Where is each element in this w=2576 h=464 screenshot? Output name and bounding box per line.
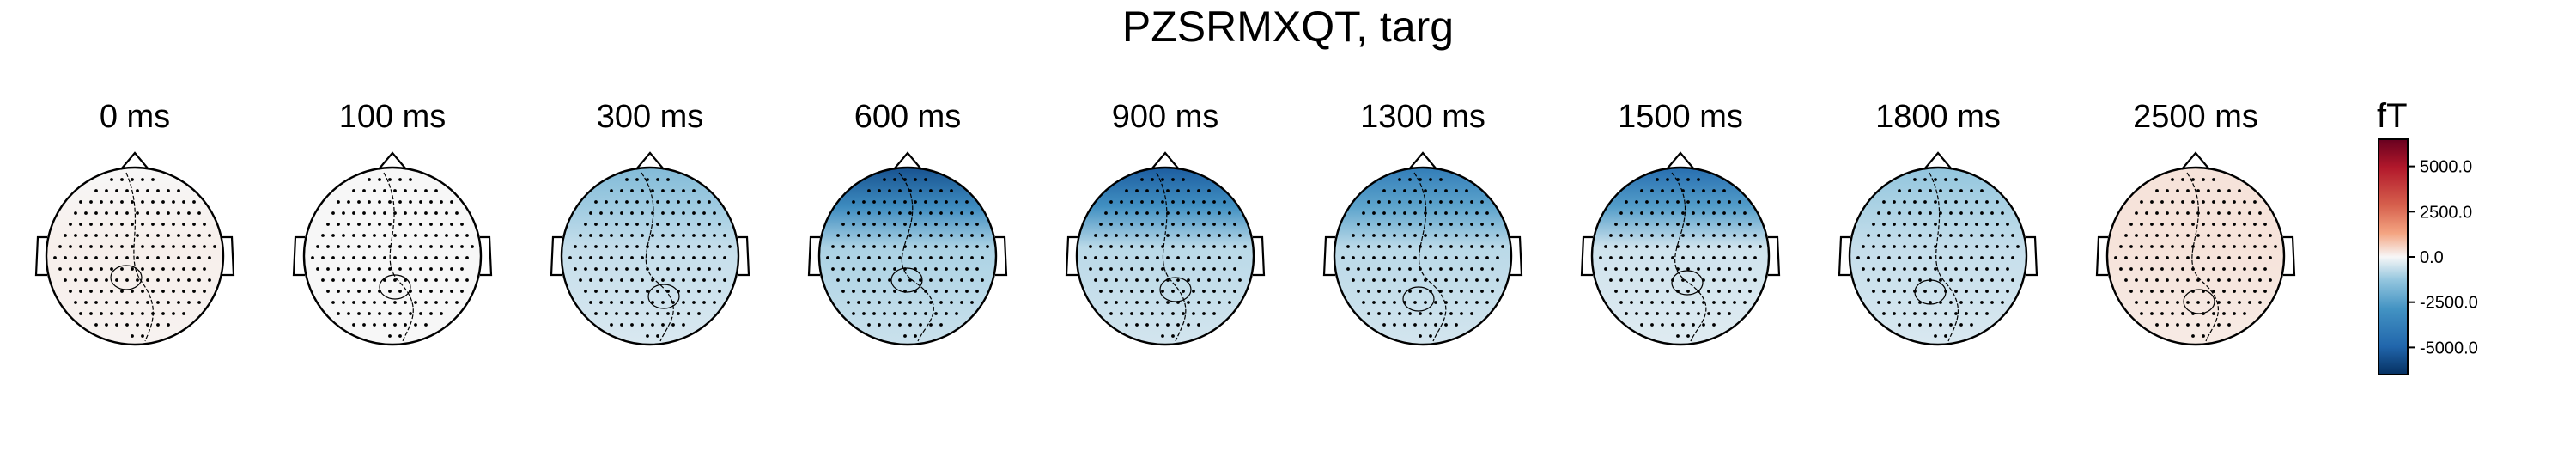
- nose-outline: [2181, 151, 2210, 170]
- nose-outline: [378, 151, 407, 170]
- colorbar: fT 5000.0 2500.0 0.0 -2500.0 -5000.0: [2377, 97, 2478, 375]
- contour-line: [641, 172, 674, 342]
- right-ear-outline: [738, 235, 750, 277]
- colorbar-tick-label: 0.0: [2420, 248, 2444, 267]
- contour-loop: [1159, 277, 1192, 302]
- topomap-time-label: 100 ms: [339, 99, 447, 135]
- colorbar-tick-label: -2500.0: [2420, 294, 2478, 313]
- topomap-time-label: 600 ms: [854, 99, 962, 135]
- topomap-time-label: 1300 ms: [1360, 99, 1485, 135]
- topomap-panel: 1500 ms: [1580, 99, 1781, 346]
- left-ear-outline: [34, 235, 47, 277]
- right-ear-outline: [1510, 235, 1523, 277]
- contour-loop: [890, 267, 923, 293]
- contour-line: [1929, 172, 1959, 342]
- right-ear-outline: [480, 235, 493, 277]
- right-ear-outline: [995, 235, 1008, 277]
- topomap-time-label: 300 ms: [597, 99, 704, 135]
- head-outline: [45, 166, 225, 346]
- colorbar-tick-label: 2500.0: [2420, 203, 2472, 222]
- sensor-dots: [53, 178, 216, 338]
- right-ear-outline: [1768, 235, 1781, 277]
- contour-loop: [110, 265, 143, 290]
- nose-outline: [1151, 151, 1180, 170]
- right-ear-outline: [2283, 235, 2296, 277]
- head-outline: [1848, 166, 2028, 346]
- head-outline: [1075, 166, 1255, 346]
- contour-loop: [1914, 279, 1947, 305]
- head-outline: [1333, 166, 1513, 346]
- contour-loop: [2183, 289, 2215, 314]
- head-outline: [560, 166, 740, 346]
- contour-loop: [1671, 270, 1704, 296]
- topomap-panel: 900 ms: [1065, 99, 1266, 346]
- left-ear-outline: [1322, 235, 1335, 277]
- topomap-panel: 600 ms: [807, 99, 1008, 346]
- contour-line: [1413, 172, 1447, 342]
- topomap-field: [46, 168, 223, 345]
- topomap-panel: 2500 ms: [2095, 99, 2296, 346]
- right-ear-outline: [2026, 235, 2038, 277]
- nose-outline: [893, 151, 922, 170]
- left-ear-outline: [1838, 235, 1850, 277]
- sensor-dots: [1084, 178, 1247, 338]
- sensor-dots: [1599, 178, 1762, 338]
- topomap-time-label: 1800 ms: [1875, 99, 2001, 135]
- nose-outline: [1408, 151, 1437, 170]
- left-ear-outline: [1065, 235, 1078, 277]
- right-ear-outline: [222, 235, 235, 277]
- head-outline: [817, 166, 998, 346]
- left-ear-outline: [550, 235, 562, 277]
- contour-line: [125, 172, 154, 342]
- topomap-field: [819, 168, 996, 345]
- left-ear-outline: [292, 235, 305, 277]
- colorbar-gradient: [2378, 138, 2409, 375]
- sensor-dots: [826, 178, 989, 338]
- topomap-time-label: 1500 ms: [1618, 99, 1743, 135]
- nose-outline: [1666, 151, 1695, 170]
- right-ear-outline: [1253, 235, 1266, 277]
- nose-outline: [120, 151, 149, 170]
- topomap-panel: 100 ms: [292, 99, 493, 346]
- left-ear-outline: [1580, 235, 1593, 277]
- topomap-field: [1592, 168, 1769, 345]
- nose-outline: [1923, 151, 1953, 170]
- sensor-dots: [1856, 178, 2020, 338]
- nose-outline: [635, 151, 665, 170]
- contour-line: [2186, 172, 2219, 342]
- head-outline: [302, 166, 483, 346]
- left-ear-outline: [807, 235, 820, 277]
- topomap-field: [562, 168, 738, 345]
- contour-line: [383, 172, 414, 342]
- sensor-dots: [568, 178, 732, 338]
- topomap-panel: 0 ms: [34, 99, 235, 346]
- contour-loop: [1402, 286, 1435, 312]
- topomap-field: [2107, 168, 2284, 345]
- topomap-time-label: 900 ms: [1112, 99, 1219, 135]
- colorbar-tick-label: -5000.0: [2420, 339, 2478, 357]
- head-outline: [1590, 166, 1771, 346]
- topomap-panel: 300 ms: [550, 99, 750, 346]
- colorbar-unit-label: fT: [2377, 97, 2408, 135]
- contour-line: [1671, 172, 1707, 342]
- topomap-time-label: 0 ms: [100, 99, 170, 135]
- contour-line: [898, 172, 934, 342]
- sensor-dots: [311, 178, 474, 338]
- topomap-panel: 1300 ms: [1322, 99, 1523, 346]
- head-outline: [2105, 166, 2286, 346]
- colorbar-tick-label: 5000.0: [2420, 158, 2472, 177]
- topomap-panel: 1800 ms: [1838, 99, 2038, 346]
- sensor-dots: [1341, 178, 1504, 338]
- contour-loop: [647, 284, 680, 309]
- topomap-field: [1334, 168, 1511, 345]
- topomap-time-label: 2500 ms: [2133, 99, 2258, 135]
- contour-loop: [379, 274, 411, 300]
- left-ear-outline: [2095, 235, 2108, 277]
- figure-title: PZSRMXQT, targ: [1121, 3, 1455, 51]
